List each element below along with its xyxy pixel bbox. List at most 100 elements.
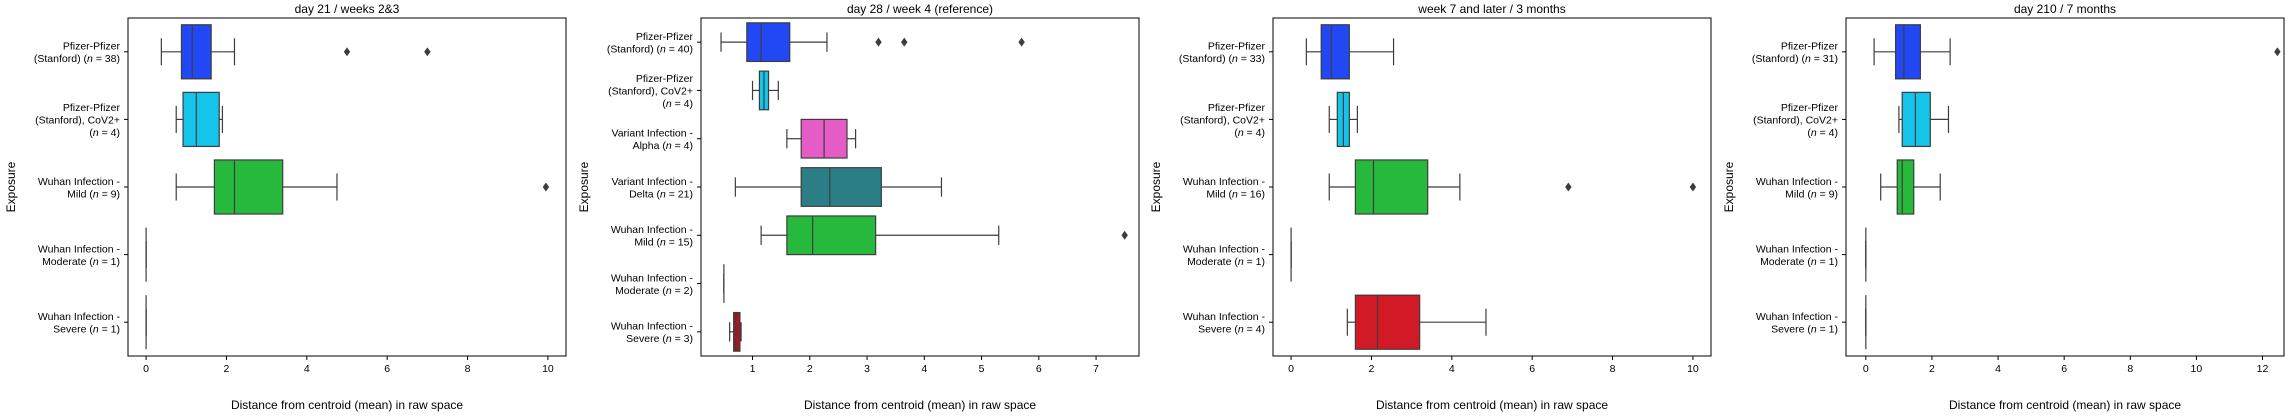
x-axis-label: Distance from centroid (mean) in raw spa…: [231, 398, 463, 412]
x-tick-label: 8: [2127, 363, 2133, 375]
panel-day-28: day 28 / week 4 (reference) Distance fro…: [577, 2, 1140, 412]
category-label: Pfizer-Pfizer (Stanford), CoV2+ (n = 4): [35, 102, 120, 139]
box-1: [1898, 91, 1950, 148]
category-label-line: (Stanford), CoV2+: [35, 114, 120, 126]
category-label-line: Severe (n = 1): [1771, 323, 1838, 335]
x-tick-label: 1: [750, 363, 756, 375]
x-tick-label: 6: [1036, 363, 1042, 375]
box-2: [786, 118, 857, 159]
category-label: Pfizer-Pfizer (Stanford) (n = 40): [607, 31, 694, 56]
category-label-line: Pfizer-Pfizer: [1208, 102, 1266, 114]
iqr-box: [1354, 294, 1421, 350]
outlier-point: [1018, 37, 1025, 47]
box-0: [1305, 24, 1395, 80]
category-label-line: Mild (n = 9): [67, 188, 120, 200]
iqr-box: [786, 215, 877, 256]
boxes: [145, 24, 550, 350]
category-label-line: Pfizer-Pfizer: [1781, 41, 1839, 53]
category-label-line: Wuhan Infection -: [38, 176, 121, 188]
panel-title: day 28 / week 4 (reference): [847, 2, 993, 16]
category-label: Wuhan Infection -Severe (n = 1): [38, 311, 121, 336]
category-label-line: Wuhan Infection -: [1756, 176, 1839, 188]
x-tick-label: 2: [807, 363, 813, 375]
box-4: [760, 215, 1128, 256]
boxes: [1290, 24, 1697, 350]
category-label-line: Wuhan Infection -: [1756, 311, 1839, 323]
category-label: Wuhan Infection -Mild (n = 9): [1756, 176, 1839, 201]
outlier-point: [901, 37, 908, 47]
y-axis-label: Exposure: [577, 161, 591, 212]
category-label-line: Pfizer-Pfizer: [636, 73, 694, 85]
category-label-line: Pfizer-Pfizer: [63, 102, 121, 114]
category-labels: Pfizer-Pfizer (Stanford) (n = 31)Pfizer-P…: [1752, 41, 1846, 336]
category-label: Wuhan Infection -Severe (n = 3): [611, 321, 694, 346]
iqr-box: [213, 159, 284, 215]
category-label: Pfizer-Pfizer (Stanford) (n = 33): [1179, 41, 1266, 66]
x-tick-label: 10: [1687, 363, 1699, 375]
category-label-line: Pfizer-Pfizer: [63, 41, 121, 53]
x-tick-label: 2: [1929, 363, 1935, 375]
outlier-point: [1121, 230, 1128, 240]
iqr-box: [1894, 24, 1921, 80]
category-label: Pfizer-Pfizer (Stanford), CoV2+ (n = 4): [1180, 102, 1265, 139]
y-axis-label: Exposure: [1722, 161, 1736, 212]
category-label-line: (Stanford), CoV2+: [608, 85, 693, 97]
category-label-line: Wuhan Infection -: [611, 321, 694, 333]
category-label: Wuhan Infection -Severe (n = 4): [1183, 311, 1266, 336]
category-label-line: (n = 4): [1807, 127, 1838, 139]
x-tick-label: 4: [921, 363, 927, 375]
outlier-point: [424, 47, 431, 57]
panel-title: day 21 / weeks 2&3: [295, 2, 400, 16]
x-axis-label: Distance from centroid (mean) in raw spa…: [1376, 398, 1608, 412]
x-tick-label: 4: [304, 363, 310, 375]
y-axis-label: Exposure: [4, 161, 18, 212]
panel-title: week 7 and later / 3 months: [1417, 2, 1565, 16]
category-label-line: Wuhan Infection -: [38, 311, 121, 323]
x-tick-label: 6: [384, 363, 390, 375]
x-tick-label: 7: [1093, 363, 1099, 375]
category-label-line: Moderate (n = 1): [42, 256, 120, 268]
x-tick-label: 10: [2191, 363, 2203, 375]
category-label-line: Severe (n = 3): [626, 333, 693, 345]
category-label-line: (Stanford), CoV2+: [1180, 114, 1265, 126]
panel-day-21: day 21 / weeks 2&3 Distance from centroi…: [4, 2, 567, 412]
box-2: [1880, 159, 1941, 215]
category-label-line: Moderate (n = 2): [615, 285, 693, 297]
box-1: [175, 91, 224, 148]
category-label-line: Wuhan Infection -: [611, 224, 694, 236]
category-labels: Pfizer-Pfizer (Stanford) (n = 38)Pfizer-P…: [34, 41, 128, 336]
x-axis-label: Distance from centroid (mean) in raw spa…: [1949, 398, 2181, 412]
x-tick-label: 2: [224, 363, 230, 375]
category-label: Wuhan Infection -Mild (n = 9): [38, 176, 121, 201]
box-1: [751, 70, 779, 111]
category-label: Wuhan Infection -Moderate (n = 1): [1756, 243, 1839, 268]
category-label: Wuhan Infection -Mild (n = 16): [1183, 176, 1266, 201]
category-label: Wuhan Infection -Moderate (n = 1): [1183, 243, 1266, 268]
iqr-box: [1354, 159, 1429, 215]
outlier-point: [1565, 182, 1572, 192]
iqr-box: [1320, 24, 1350, 80]
x-tick-label: 3: [864, 363, 870, 375]
panel-day-210: day 210 / 7 months Distance from centroi…: [1722, 2, 2285, 412]
box-1: [1328, 91, 1358, 148]
outlier-point: [2274, 47, 2281, 57]
x-tick-label: 0: [1288, 363, 1294, 375]
iqr-box: [182, 91, 220, 148]
category-label-line: (Stanford) (n = 31): [1752, 53, 1838, 65]
category-label-line: Severe (n = 4): [1198, 323, 1265, 335]
category-label-line: (Stanford) (n = 40): [607, 43, 693, 55]
category-label-line: (n = 4): [662, 98, 693, 110]
box-6: [729, 311, 742, 352]
category-label: Wuhan Infection -Severe (n = 1): [1756, 311, 1839, 336]
category-label-line: Mild (n = 16): [1206, 188, 1265, 200]
category-label-line: Wuhan Infection -: [38, 243, 121, 255]
panel-week-7: week 7 and later / 3 months Distance fro…: [1149, 2, 1712, 412]
category-label-line: (Stanford) (n = 33): [1179, 53, 1265, 65]
outlier-point: [875, 37, 882, 47]
iqr-box: [800, 167, 882, 207]
box-4: [1346, 294, 1487, 350]
x-tick-label: 2: [1369, 363, 1375, 375]
y-axis-label: Exposure: [1149, 161, 1163, 212]
category-label-line: Severe (n = 1): [53, 323, 120, 335]
box-3: [734, 167, 943, 207]
